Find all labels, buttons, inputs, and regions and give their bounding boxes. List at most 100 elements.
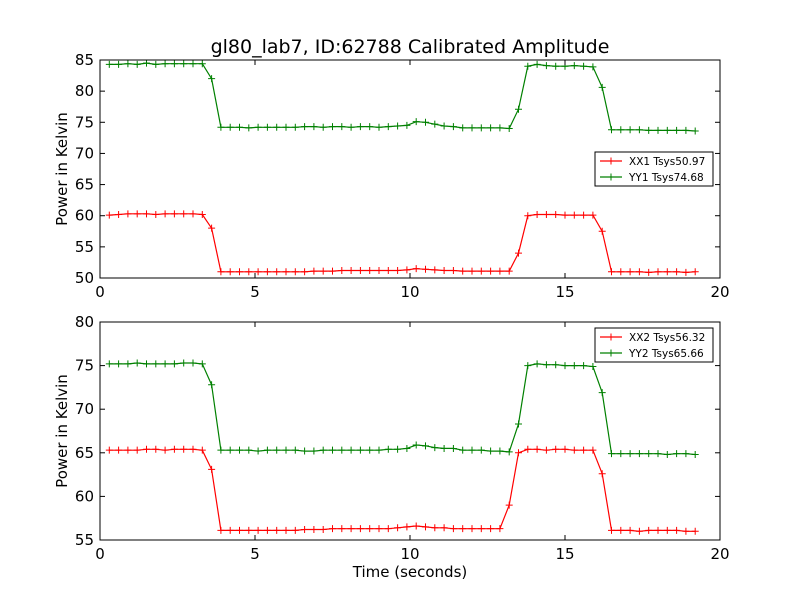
data-point xyxy=(635,268,643,276)
data-point xyxy=(691,127,699,135)
data-point xyxy=(459,267,467,275)
data-point xyxy=(301,447,309,455)
data-point xyxy=(161,60,169,68)
data-point xyxy=(440,444,448,452)
data-point xyxy=(273,268,281,276)
data-point xyxy=(505,501,513,509)
data-point xyxy=(189,359,197,367)
x-tick-label: 10 xyxy=(400,283,419,301)
data-point xyxy=(487,124,495,132)
data-point xyxy=(570,62,578,70)
data-point xyxy=(329,446,336,454)
y-axis-label: Power in Kelvin xyxy=(53,374,71,488)
data-point xyxy=(570,362,578,370)
data-point xyxy=(561,211,569,219)
data-point xyxy=(152,360,160,368)
x-tick-label: 5 xyxy=(250,283,260,301)
data-point xyxy=(663,268,671,276)
data-point xyxy=(673,268,681,276)
data-point xyxy=(449,267,457,275)
data-point xyxy=(245,526,253,534)
data-point xyxy=(329,123,336,131)
data-point xyxy=(152,60,160,68)
data-point xyxy=(198,210,206,218)
data-point xyxy=(431,266,439,274)
data-point xyxy=(533,445,541,453)
data-point xyxy=(356,525,364,533)
data-point xyxy=(617,126,625,134)
data-point xyxy=(180,210,188,218)
data-point xyxy=(291,123,299,131)
y-tick-label: 60 xyxy=(75,207,94,225)
data-point xyxy=(217,268,225,276)
data-point xyxy=(468,525,476,533)
data-point xyxy=(301,526,309,534)
data-point xyxy=(542,446,550,454)
data-point xyxy=(524,445,532,453)
data-point xyxy=(366,123,374,131)
data-point xyxy=(673,126,681,134)
data-point xyxy=(617,526,625,534)
data-point xyxy=(524,62,532,70)
data-point xyxy=(236,526,243,534)
data-point xyxy=(580,211,588,219)
data-point xyxy=(403,121,411,129)
data-point xyxy=(152,445,160,453)
data-point xyxy=(226,446,234,454)
data-point xyxy=(598,470,606,478)
x-tick-label: 0 xyxy=(95,283,105,301)
data-point xyxy=(496,267,504,275)
data-point xyxy=(208,381,216,389)
data-point xyxy=(291,446,299,454)
data-point xyxy=(691,268,699,276)
data-point xyxy=(226,123,234,131)
data-point xyxy=(301,123,309,131)
data-point xyxy=(347,267,355,275)
data-point xyxy=(198,360,206,368)
data-point xyxy=(570,446,578,454)
data-point xyxy=(115,210,123,218)
data-point xyxy=(608,126,615,134)
data-point xyxy=(310,447,318,455)
data-point xyxy=(431,120,439,128)
data-point xyxy=(161,360,169,368)
data-point xyxy=(626,126,634,134)
data-point xyxy=(273,123,281,131)
data-point xyxy=(133,210,141,218)
x-tick-label: 15 xyxy=(555,545,574,563)
data-point xyxy=(338,525,346,533)
data-point xyxy=(226,526,234,534)
data-point xyxy=(477,124,485,132)
data-point xyxy=(310,526,318,534)
data-point xyxy=(217,446,225,454)
data-point xyxy=(580,62,588,70)
data-point xyxy=(254,268,262,276)
legend-label: XX2 Tsys56.32 xyxy=(629,332,705,344)
data-point xyxy=(319,446,327,454)
y-tick-label: 50 xyxy=(75,269,94,287)
data-point xyxy=(505,267,513,275)
data-point xyxy=(394,267,402,275)
data-point xyxy=(608,268,615,276)
data-point xyxy=(254,123,262,131)
data-point xyxy=(635,450,643,458)
data-point xyxy=(282,268,290,276)
data-point xyxy=(263,123,271,131)
data-point xyxy=(542,361,550,369)
data-point xyxy=(403,523,411,531)
data-point xyxy=(208,224,216,232)
data-point xyxy=(487,267,495,275)
data-point xyxy=(477,267,485,275)
data-point xyxy=(524,362,532,370)
series-1-2 xyxy=(105,59,699,135)
x-tick-label: 15 xyxy=(555,283,574,301)
data-point xyxy=(691,451,699,459)
data-point xyxy=(189,60,197,68)
data-point xyxy=(236,123,243,131)
data-point xyxy=(282,526,290,534)
data-point xyxy=(189,210,197,218)
series-line xyxy=(109,62,696,132)
data-point xyxy=(422,118,429,126)
legend: XX2 Tsys56.32 YY2 Tsys65.66 xyxy=(594,327,714,363)
data-point xyxy=(375,446,383,454)
